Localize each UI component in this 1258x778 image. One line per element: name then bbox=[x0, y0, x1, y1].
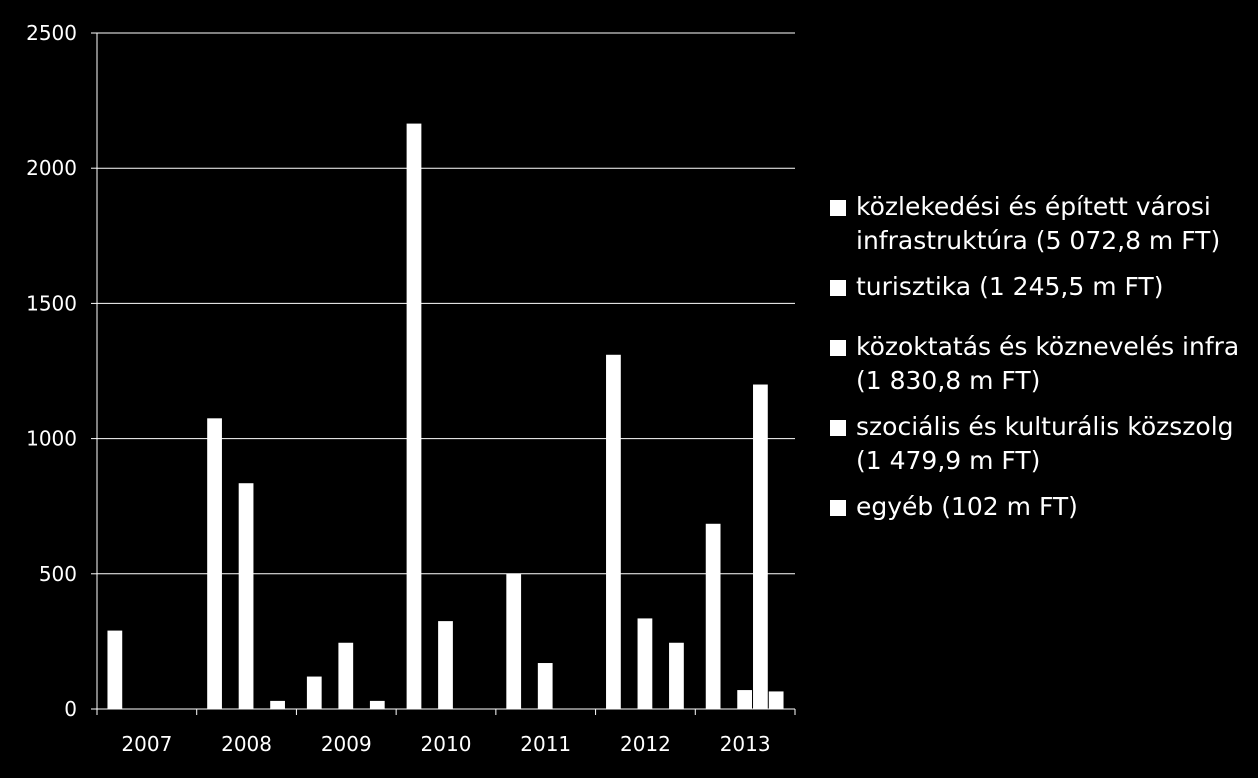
bar bbox=[270, 700, 285, 709]
bar bbox=[753, 384, 768, 709]
y-tick-labels: 0 500 1000 1500 2000 2500 bbox=[26, 21, 97, 721]
legend-label: közoktatás és köznevelés infra (1 830,8 … bbox=[856, 332, 1240, 395]
legend-swatch bbox=[830, 340, 846, 356]
bar bbox=[637, 618, 653, 709]
legend-item: turisztika (1 245,5 m FT) bbox=[826, 270, 1246, 304]
legend-swatch bbox=[830, 420, 846, 436]
x-tick-label: 2007 bbox=[121, 732, 172, 756]
bars bbox=[107, 123, 784, 710]
legend-item: egyéb (102 m FT) bbox=[826, 490, 1246, 524]
gridlines bbox=[97, 32, 795, 575]
y-tick-label: 1000 bbox=[26, 427, 77, 451]
legend-swatch bbox=[830, 280, 846, 296]
legend-item: szociális és kulturális közszolg (1 479,… bbox=[826, 410, 1246, 478]
legend-label: egyéb (102 m FT) bbox=[856, 492, 1078, 521]
legend-label: szociális és kulturális közszolg (1 479,… bbox=[856, 412, 1234, 475]
bar bbox=[737, 690, 753, 709]
y-tick-label: 500 bbox=[39, 562, 77, 586]
bar bbox=[207, 418, 222, 709]
legend-label: turisztika (1 245,5 m FT) bbox=[856, 272, 1164, 301]
bar bbox=[369, 700, 385, 709]
legend-item: közlekedési és épített városi infrastruk… bbox=[826, 190, 1246, 258]
bar bbox=[438, 621, 453, 709]
legend-label: közlekedési és épített városi infrastruk… bbox=[856, 192, 1221, 255]
x-tick-label: 2008 bbox=[221, 732, 272, 756]
legend: közlekedési és épített városi infrastruk… bbox=[826, 190, 1246, 536]
x-tick-label: 2010 bbox=[421, 732, 472, 756]
y-tick-label: 2500 bbox=[26, 21, 77, 45]
bar bbox=[406, 123, 422, 710]
x-tick-labels: 2007 2008 2009 2010 2011 2012 2013 bbox=[96, 709, 796, 756]
bar bbox=[238, 483, 254, 709]
legend-swatch bbox=[830, 500, 846, 516]
x-tick-label: 2013 bbox=[720, 732, 771, 756]
bar bbox=[705, 523, 721, 709]
legend-swatch bbox=[830, 200, 846, 216]
x-tick-label: 2009 bbox=[321, 732, 372, 756]
bar bbox=[338, 642, 354, 709]
bar bbox=[537, 663, 553, 709]
bar bbox=[669, 642, 684, 709]
legend-item: közoktatás és köznevelés infra (1 830,8 … bbox=[826, 330, 1246, 398]
y-tick-label: 2000 bbox=[26, 156, 77, 180]
bar bbox=[606, 354, 621, 709]
y-tick-label: 0 bbox=[64, 697, 77, 721]
x-tick-label: 2012 bbox=[620, 732, 671, 756]
bar bbox=[768, 691, 784, 709]
bar bbox=[107, 630, 123, 709]
y-tick-label: 1500 bbox=[26, 291, 77, 315]
x-tick-label: 2011 bbox=[520, 732, 571, 756]
bar bbox=[506, 573, 522, 709]
axes bbox=[96, 33, 795, 710]
bar bbox=[306, 676, 322, 709]
